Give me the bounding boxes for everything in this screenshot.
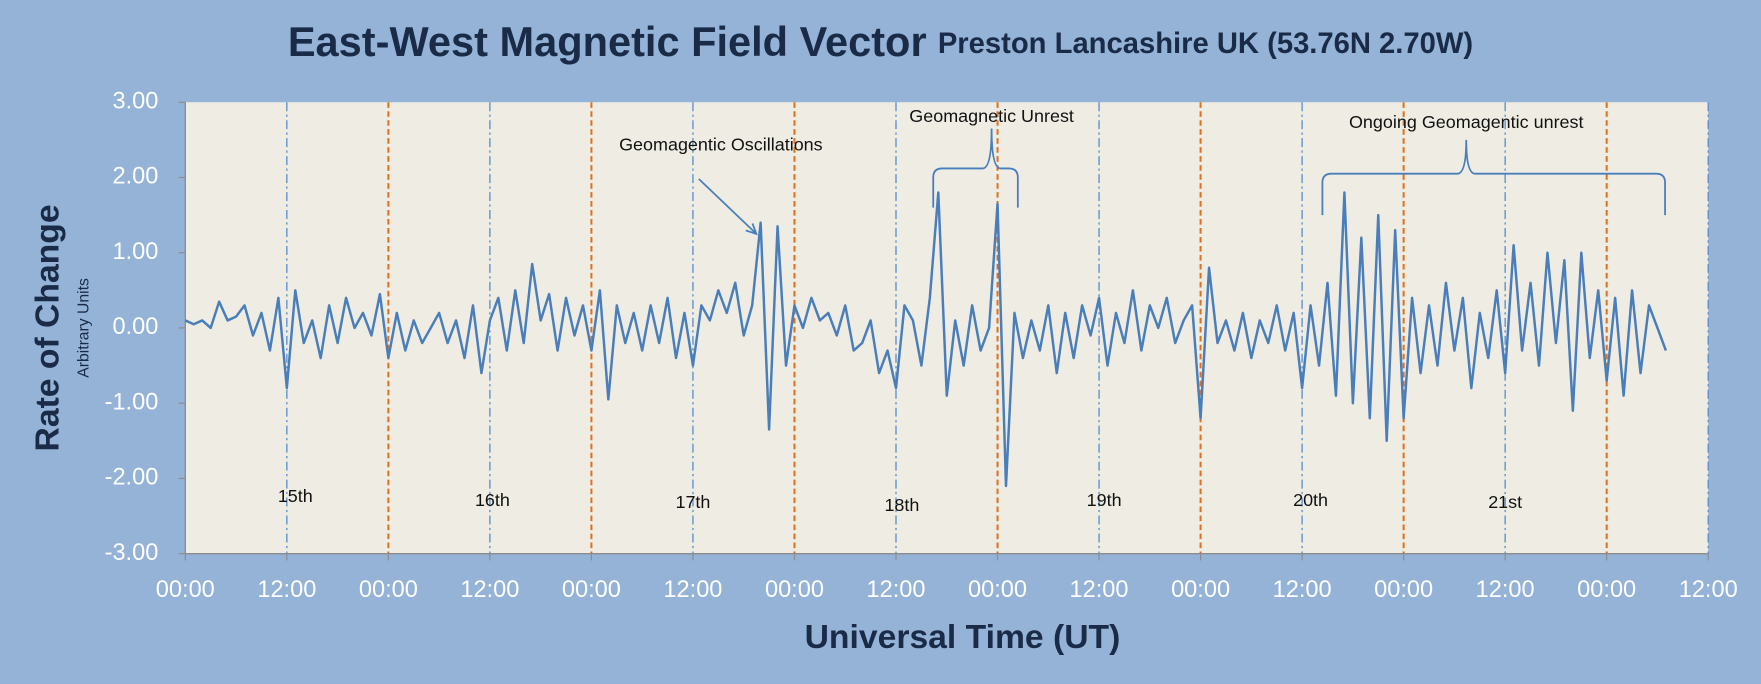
chart-subtitle: Preston Lancashire UK (53.76N 2.70W) [938, 28, 1473, 60]
x-tick-label: 12:00 [1679, 576, 1738, 602]
y-tick-label: -2.00 [105, 464, 159, 490]
x-tick-label: 12:00 [1476, 576, 1535, 602]
x-tick-label: 12:00 [1070, 576, 1129, 602]
y-tick-label: 2.00 [112, 163, 158, 189]
annotation: Ongoing Geomagentic unrest [1349, 112, 1584, 132]
day-label: 16th [475, 490, 510, 510]
chart-title: East-West Magnetic Field Vector [288, 18, 927, 65]
y-tick-label: 1.00 [112, 238, 158, 264]
y-axis-title: Rate of Change [29, 204, 66, 451]
annotation: Geomagnetic Unrest [909, 106, 1074, 126]
x-tick-label: 12:00 [257, 576, 316, 602]
plot-area [185, 102, 1709, 554]
day-label: 15th [278, 486, 313, 506]
x-tick-label: 12:00 [663, 576, 722, 602]
x-axis-title: Universal Time (UT) [805, 619, 1121, 656]
x-tick-label: 12:00 [866, 576, 925, 602]
x-tick-label: 00:00 [968, 576, 1027, 602]
annotation: Geomagentic Oscillations [619, 135, 823, 155]
y-tick-label: 3.00 [112, 87, 158, 113]
x-tick-label: 00:00 [1577, 576, 1636, 602]
x-tick-label: 00:00 [765, 576, 824, 602]
day-label: 19th [1087, 490, 1122, 510]
x-tick-label: 00:00 [156, 576, 215, 602]
day-label: 18th [884, 495, 919, 515]
x-tick-label: 12:00 [460, 576, 519, 602]
title: East-West Magnetic Field Vector Preston L… [288, 18, 1473, 65]
y-tick-label: 0.00 [112, 313, 158, 339]
annotation-arrow [698, 178, 758, 236]
x-tick-label: 00:00 [1171, 576, 1230, 602]
annotation-brace [932, 128, 1019, 208]
y-tick-label: -1.00 [105, 388, 159, 414]
x-tick-label: 00:00 [562, 576, 621, 602]
day-label: 21st [1488, 492, 1522, 512]
x-tick-label: 00:00 [359, 576, 418, 602]
x-tick-label: 00:00 [1374, 576, 1433, 602]
day-label: 20th [1293, 490, 1328, 510]
data-line [184, 191, 1668, 488]
y-axis-subtitle: Arbitrary Units [75, 278, 92, 378]
annotation-brace [1321, 139, 1666, 216]
x-tick-label: 12:00 [1273, 576, 1332, 602]
day-label: 17th [675, 492, 710, 512]
y-tick-label: -3.00 [105, 539, 159, 565]
